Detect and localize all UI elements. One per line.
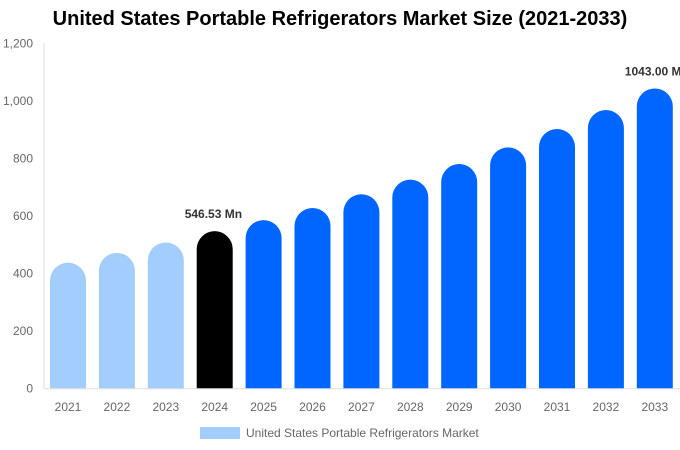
legend[interactable]: United States Portable Refrigerators Mar… bbox=[200, 426, 479, 440]
bar-2024 bbox=[196, 231, 233, 389]
y-tick-label: 1,000 bbox=[3, 94, 33, 108]
bar-2032 bbox=[587, 110, 624, 389]
bar-2031 bbox=[539, 128, 575, 389]
bar-2027 bbox=[343, 194, 380, 389]
x-tick-label: 2022 bbox=[104, 400, 131, 414]
bar-2026 bbox=[294, 208, 331, 389]
y-tick-label: 200 bbox=[13, 324, 33, 338]
x-tick-label: 2029 bbox=[446, 400, 473, 414]
x-tick-label: 2026 bbox=[299, 400, 326, 414]
y-tick-label: 0 bbox=[26, 381, 33, 395]
y-tick-label: 800 bbox=[13, 151, 33, 165]
x-tick-label: 2032 bbox=[593, 400, 620, 414]
x-tick-label: 2033 bbox=[641, 400, 668, 414]
x-tick-label: 2028 bbox=[397, 400, 424, 414]
bar-2030 bbox=[490, 147, 527, 389]
bar-2033 bbox=[636, 88, 673, 389]
x-tick-label: 2023 bbox=[152, 400, 179, 414]
x-tick-label: 2031 bbox=[544, 400, 571, 414]
y-tick-label: 400 bbox=[13, 266, 33, 280]
bar-2028 bbox=[392, 179, 429, 389]
bar-2023 bbox=[147, 242, 184, 389]
legend-swatch bbox=[200, 427, 240, 439]
data-label: 546.53 Mn bbox=[185, 207, 242, 221]
data-label: 1043.00 Mn bbox=[625, 64, 680, 78]
bar-2029 bbox=[441, 164, 478, 389]
bar-2022 bbox=[98, 252, 135, 389]
bar-2021 bbox=[50, 262, 86, 389]
x-tick-label: 2025 bbox=[250, 400, 277, 414]
chart-title: United States Portable Refrigerators Mar… bbox=[52, 8, 628, 30]
x-tick-label: 2024 bbox=[201, 400, 228, 414]
y-tick-label: 600 bbox=[13, 209, 33, 223]
legend-label: United States Portable Refrigerators Mar… bbox=[246, 426, 479, 440]
x-tick-label: 2021 bbox=[55, 400, 82, 414]
x-tick-label: 2027 bbox=[348, 400, 375, 414]
bar-2025 bbox=[245, 220, 282, 389]
x-tick-label: 2030 bbox=[495, 400, 522, 414]
y-tick-label: 1,200 bbox=[3, 36, 33, 50]
